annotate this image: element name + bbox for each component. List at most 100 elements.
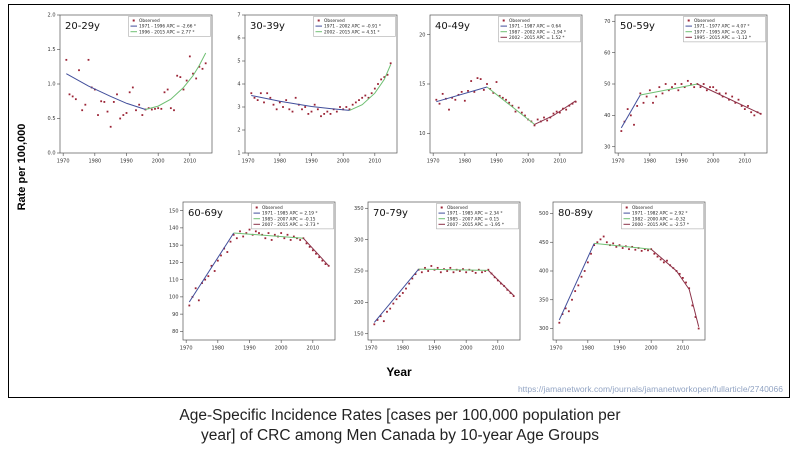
y-tick-label: 200 xyxy=(354,300,364,306)
x-tick-label: 1990 xyxy=(243,346,256,352)
x-tick-label: 2000 xyxy=(522,159,535,165)
y-tick-label: 250 xyxy=(354,269,364,275)
legend-entry-label: Observed xyxy=(694,18,715,24)
y-tick-label: 60 xyxy=(604,50,610,56)
y-tick-label: 450 xyxy=(539,240,549,246)
observed-points xyxy=(620,79,762,132)
x-tick-label: 2000 xyxy=(152,159,165,165)
trend-segment xyxy=(188,232,235,303)
y-axis: 0.0 0.5 1.0 1.5 2.0 xyxy=(48,13,60,157)
plot-frame xyxy=(244,14,398,154)
y-tick-label: 7 xyxy=(237,13,240,19)
legend-entry-label: Observed xyxy=(324,18,345,24)
y-tick-label: 150 xyxy=(354,331,364,337)
x-axis: 1970 1980 1990 2000 2010 xyxy=(365,340,504,352)
panel-title: 20-29y xyxy=(65,21,100,32)
y-tick-label: 1.5 xyxy=(48,47,56,53)
x-tick-label: 1980 xyxy=(88,159,101,165)
y-tick-label: 140 xyxy=(169,226,179,232)
trend-segment xyxy=(145,52,207,110)
y-tick-label: 130 xyxy=(169,243,179,249)
top-panel-row: 0.0 0.5 1.0 1.5 2.0 1970 1980 1990 2000 2010 20-29… xyxy=(36,11,773,173)
bottom-panel-row: 80 90 100 110 120 130 140 150 1970 1980 1990 2000 20… xyxy=(159,198,711,360)
x-tick-label: 2000 xyxy=(707,159,720,165)
y-axis: 150 200 250 300 350 xyxy=(354,206,368,337)
x-tick-label: 1980 xyxy=(458,159,471,165)
legend-entry-label: Observed xyxy=(139,18,160,24)
legend-observed-marker xyxy=(687,19,690,22)
y-axis: 80 90 100 110 120 130 140 150 xyxy=(169,208,183,335)
panel-title: 60-69y xyxy=(188,208,223,219)
trend-segment xyxy=(436,86,488,103)
y-tick-label: 500 xyxy=(539,211,549,217)
y-axis: 1 2 3 4 5 6 7 xyxy=(237,13,245,157)
y-tick-label: 150 xyxy=(169,208,179,214)
x-tick-label: 1970 xyxy=(180,346,193,352)
legend-entry-label: Observed xyxy=(262,205,283,211)
caption-line-2: year] of CRC among Men Canada by 10-year… xyxy=(200,427,600,445)
x-tick-label: 2010 xyxy=(306,346,319,352)
x-axis: 1970 1980 1990 2000 2010 xyxy=(550,340,689,352)
y-tick-label: 350 xyxy=(539,297,549,303)
legend-entry-label: 1985 - 2007 APC = 0.15 xyxy=(447,216,499,222)
x-axis: 1970 1980 1990 2000 2010 xyxy=(242,153,381,165)
panel-20-29y: 0.0 0.5 1.0 1.5 2.0 1970 1980 1990 2000 2010 20-29… xyxy=(36,11,218,173)
x-tick-label: 2000 xyxy=(337,159,350,165)
legend-observed-marker xyxy=(502,19,505,22)
x-tick-label: 2010 xyxy=(553,159,566,165)
y-axis: 30 40 50 60 70 xyxy=(604,19,615,150)
x-tick-label: 1980 xyxy=(581,346,594,352)
legend-entry-label: Observed xyxy=(447,205,468,211)
legend-entry-label: 1982 - 2000 APC = -0.32 xyxy=(632,216,686,222)
source-url-link[interactable]: https://jamanetwork.com/journals/jamanet… xyxy=(517,384,783,394)
x-tick-label: 1980 xyxy=(396,346,409,352)
legend-observed-marker xyxy=(317,19,320,22)
figure-caption: Age-Specific Incidence Rates [cases per … xyxy=(0,406,800,447)
x-tick-label: 1970 xyxy=(242,159,255,165)
y-tick-label: 20 xyxy=(419,32,425,38)
legend-entry-label: 2007 - 2015 APC = -1.95 * xyxy=(447,222,505,228)
y-tick-label: 6 xyxy=(237,36,240,42)
x-tick-label: 2010 xyxy=(183,159,196,165)
y-tick-label: 40 xyxy=(604,113,610,119)
y-axis: 10 15 20 xyxy=(419,32,430,137)
legend-entry-label: 1995 - 2015 APC = -1.12 * xyxy=(694,35,752,41)
y-axis: 300 350 400 450 500 xyxy=(539,211,553,332)
trend-segment xyxy=(534,100,576,125)
panel-title: 70-79y xyxy=(373,208,408,219)
x-tick-label: 1990 xyxy=(428,346,441,352)
y-tick-label: 2.0 xyxy=(48,13,56,19)
trend-segment xyxy=(418,268,489,271)
y-tick-label: 70 xyxy=(604,19,610,25)
x-tick-label: 2010 xyxy=(676,346,689,352)
legend-entry-label: Observed xyxy=(509,18,530,24)
trend-segment xyxy=(302,237,330,267)
trend-segment xyxy=(373,268,420,323)
y-tick-label: 300 xyxy=(539,326,549,332)
panel-30-39y: 1 2 3 4 5 6 7 1970 1980 1990 2000 2010 30-39y Observe… xyxy=(221,11,403,173)
y-tick-label: 3 xyxy=(237,105,240,111)
x-tick-label: 1970 xyxy=(612,159,625,165)
panel-60-69y: 80 90 100 110 120 130 140 150 1970 1980 1990 2000 20… xyxy=(159,198,341,360)
legend-entry-label: 1971 - 1996 APC = -2.66 * xyxy=(139,24,197,30)
y-tick-label: 2 xyxy=(237,128,240,134)
y-tick-label: 1.0 xyxy=(48,82,56,88)
x-axis: 1970 1980 1990 2000 2010 xyxy=(427,153,566,165)
x-tick-label: 1970 xyxy=(427,159,440,165)
y-tick-label: 30 xyxy=(604,144,610,150)
y-tick-label: 90 xyxy=(172,312,178,318)
x-tick-label: 1990 xyxy=(490,159,503,165)
x-tick-label: 1970 xyxy=(550,346,563,352)
y-tick-label: 110 xyxy=(169,277,179,283)
y-tick-label: 1 xyxy=(237,151,240,157)
y-tick-label: 0.0 xyxy=(48,151,56,157)
x-tick-label: 1970 xyxy=(57,159,70,165)
x-tick-label: 1980 xyxy=(643,159,656,165)
y-tick-label: 50 xyxy=(604,82,610,88)
legend-entry-label: 1971 - 1987 APC = 0.64 xyxy=(509,24,561,30)
y-tick-label: 120 xyxy=(169,260,179,266)
